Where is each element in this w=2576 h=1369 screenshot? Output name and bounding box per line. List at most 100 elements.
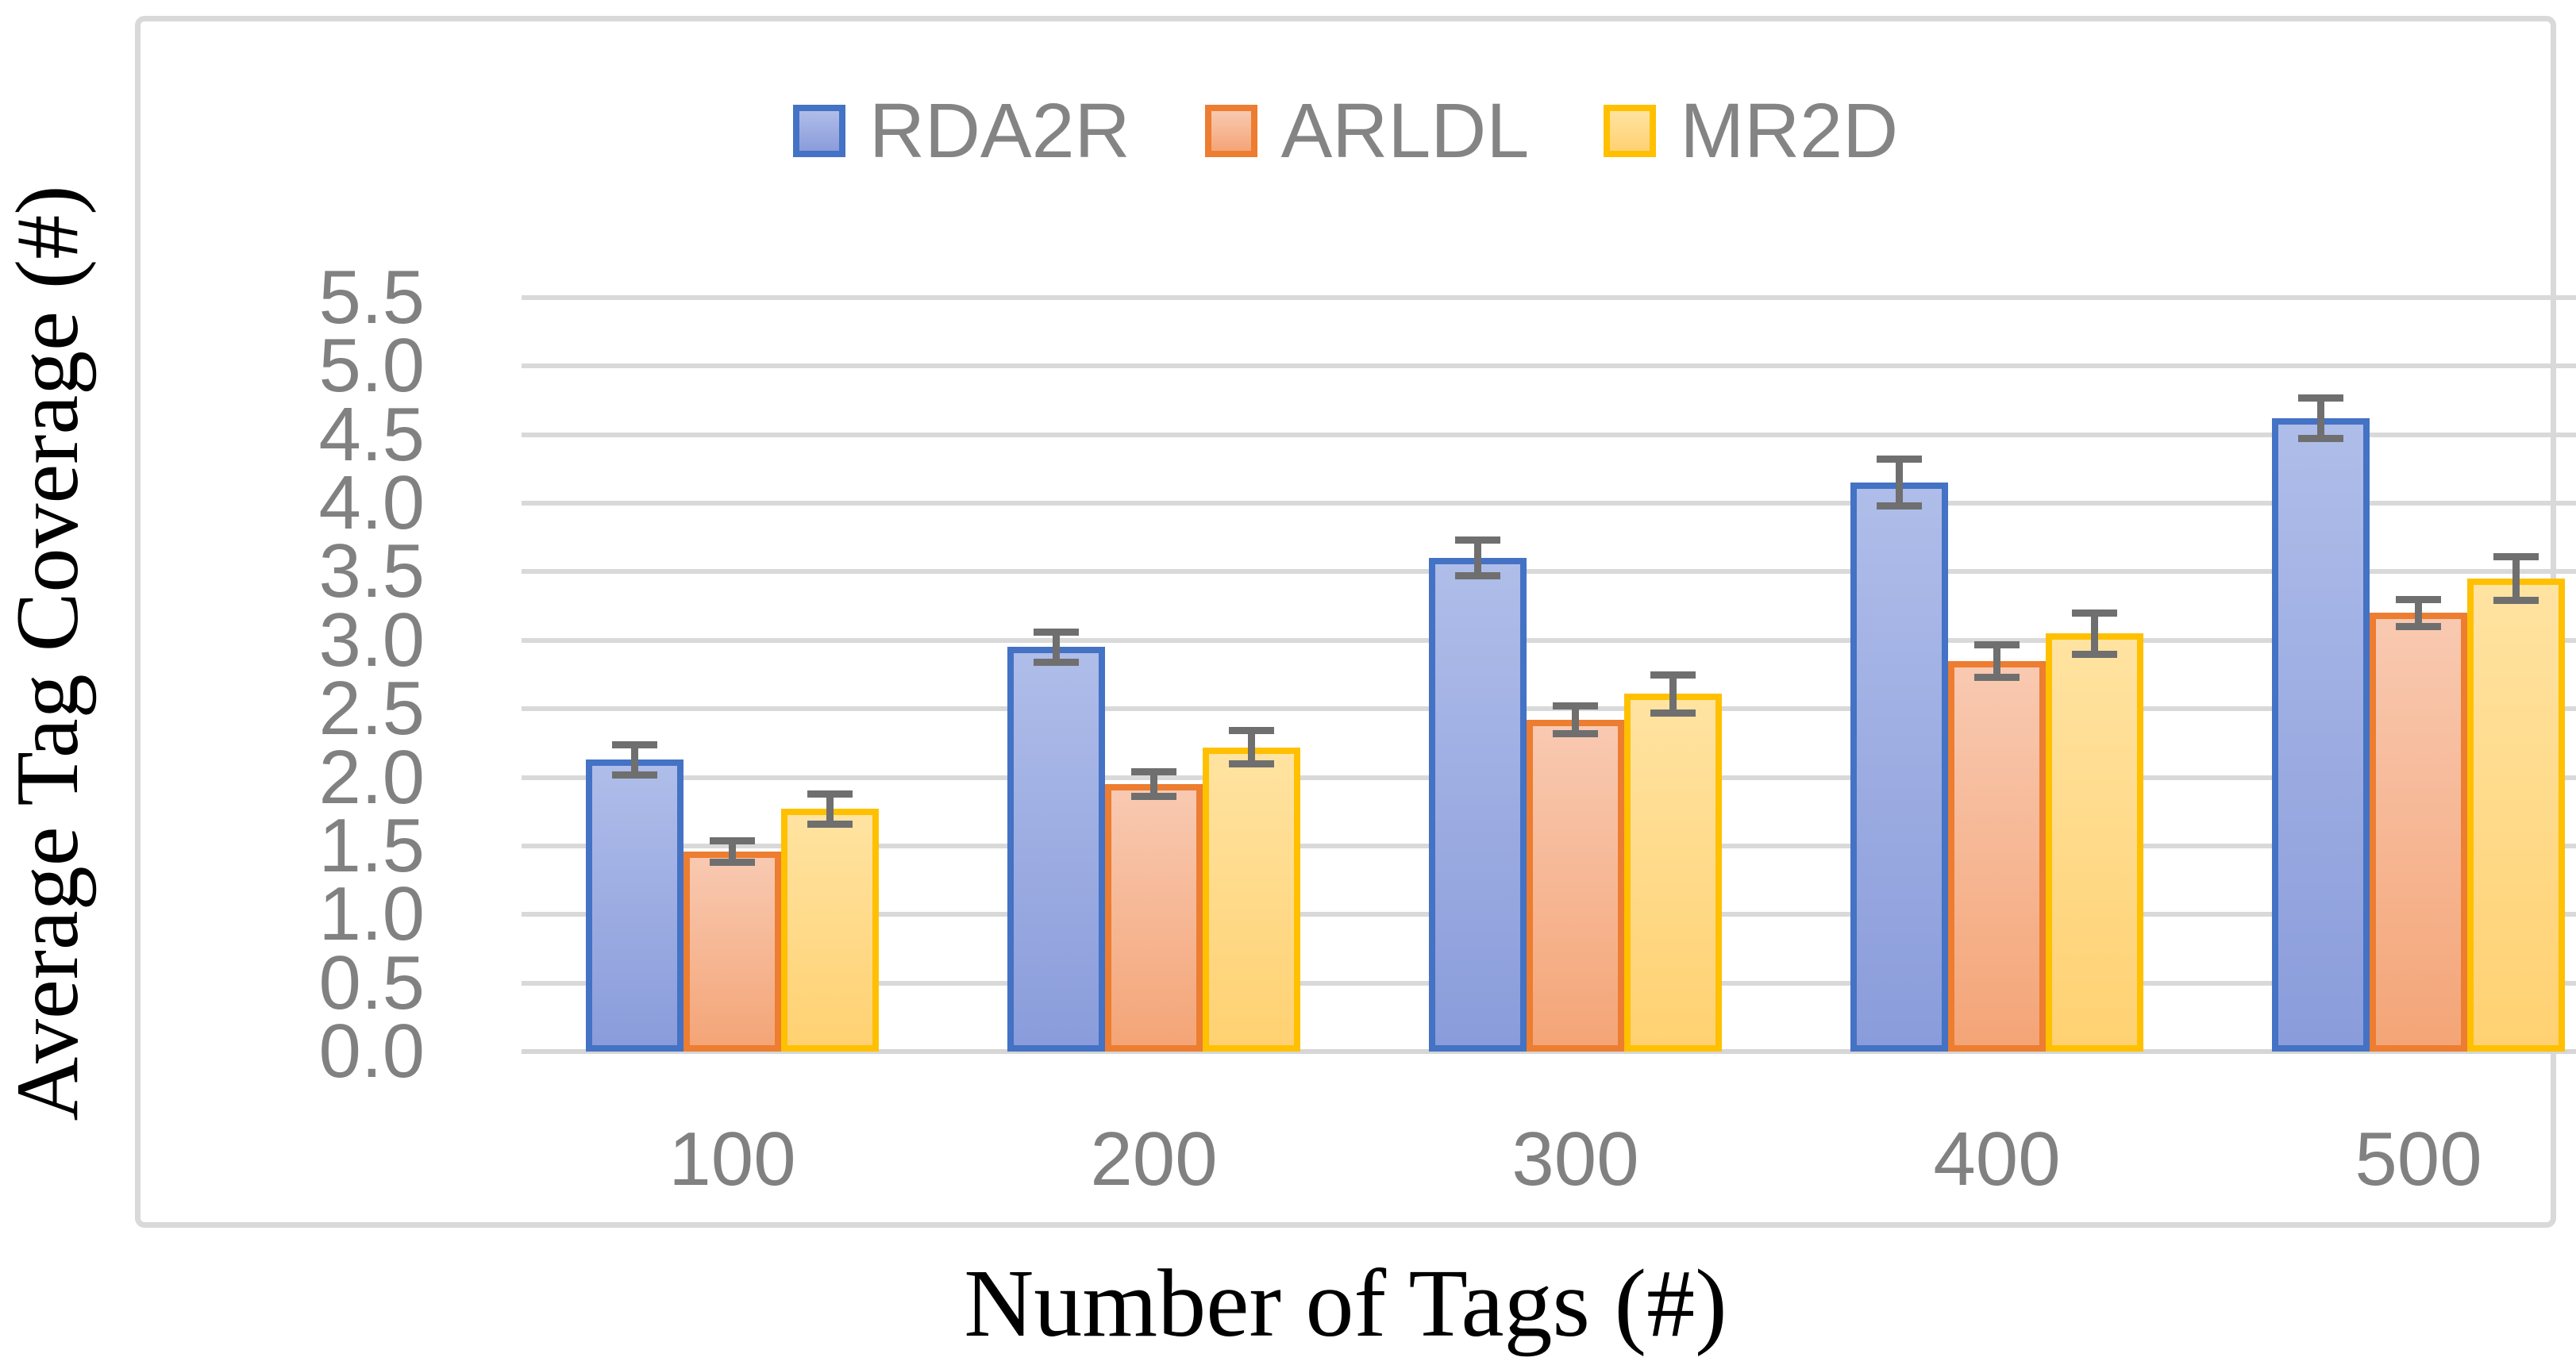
error-bar-cap-bottom	[2072, 650, 2117, 658]
legend-entry-mr2d: MR2D	[1604, 87, 1898, 175]
error-bar-cap-bottom	[1553, 729, 1598, 737]
error-bar	[826, 794, 834, 825]
y-tick-label: 2.0	[318, 734, 425, 820]
bar-arldl-400	[1948, 660, 2046, 1052]
error-bar	[1150, 771, 1157, 797]
x-category-label-300: 300	[1511, 1117, 1639, 1202]
legend-label: RDA2R	[868, 87, 1130, 174]
error-bar-cap-top	[2072, 609, 2117, 617]
y-tick-label: 5.5	[318, 255, 425, 340]
error-bar-cap-bottom	[2396, 623, 2441, 631]
error-bar-cap-top	[612, 740, 657, 748]
error-bar-cap-bottom	[1650, 709, 1696, 717]
y-tick-label: 0.0	[318, 1009, 425, 1094]
error-bar-cap-top	[1455, 536, 1500, 544]
y-gridline	[522, 569, 2576, 575]
error-bar-cap-top	[1131, 768, 1176, 776]
y-tick-label: 2.5	[318, 666, 425, 752]
y-gridline	[522, 637, 2576, 643]
bar-rda2r-300	[1429, 558, 1527, 1052]
error-bar-cap-top	[807, 790, 853, 798]
error-bar-cap-bottom	[2298, 435, 2343, 443]
error-bar-cap-top	[2298, 394, 2343, 402]
error-bar	[631, 744, 638, 775]
x-axis-category-labels: 100 200 300 400 500	[522, 1115, 2576, 1204]
error-bar-cap-bottom	[612, 771, 657, 779]
legend-entry-rda2r: RDA2R	[792, 87, 1130, 175]
legend: RDA2R ARLDL MR2D	[141, 87, 2551, 175]
error-bar	[2091, 613, 2098, 655]
y-tick-label: 3.0	[318, 597, 425, 683]
y-gridline	[522, 706, 2576, 712]
error-bar-cap-bottom	[807, 820, 853, 828]
error-bar	[1993, 644, 2000, 678]
bar-arldl-200	[1105, 784, 1203, 1052]
y-gridline	[522, 295, 2576, 300]
error-bar	[2415, 599, 2422, 627]
error-bar	[1572, 706, 1579, 734]
legend-label: MR2D	[1680, 87, 1899, 174]
y-tick-label: 4.5	[318, 391, 425, 477]
bar-mr2d-300	[1624, 694, 1722, 1052]
error-bar-cap-bottom	[2493, 597, 2539, 605]
bar-mr2d-100	[781, 809, 879, 1052]
y-tick-label: 0.5	[318, 940, 425, 1025]
error-bar-cap-bottom	[1131, 793, 1176, 801]
y-gridline	[522, 501, 2576, 506]
x-category-label-400: 400	[1933, 1117, 2061, 1202]
x-axis-title: Number of Tags (#)	[964, 1250, 1727, 1357]
y-gridline	[522, 432, 2576, 437]
bar-arldl-500	[2370, 613, 2467, 1052]
bar-rda2r-100	[586, 759, 683, 1052]
error-bar-cap-bottom	[1229, 759, 1274, 767]
x-category-label-500: 500	[2355, 1117, 2482, 1202]
x-axis-line	[522, 1049, 2576, 1054]
error-bar-cap-top	[1229, 727, 1274, 735]
error-bar	[2317, 398, 2324, 439]
error-bar	[1053, 632, 1060, 663]
plot-area	[522, 295, 2576, 1054]
legend-marker-mr2d	[1604, 105, 1657, 157]
error-bar-cap-top	[710, 836, 755, 844]
error-bar-cap-bottom	[1455, 572, 1500, 580]
error-bar	[1896, 459, 1903, 506]
y-tick-label: 4.0	[318, 460, 425, 546]
legend-label: ARLDL	[1280, 87, 1530, 174]
legend-entry-arldl: ARLDL	[1204, 87, 1530, 175]
error-bar-cap-top	[1034, 628, 1079, 636]
error-bar-cap-top	[1877, 456, 1922, 463]
y-tick-label: 1.5	[318, 802, 425, 888]
error-bar-cap-top	[2493, 552, 2539, 560]
bar-rda2r-400	[1850, 483, 1948, 1052]
y-tick-label: 1.0	[318, 871, 425, 957]
error-bar	[729, 840, 736, 863]
bar-arldl-100	[683, 851, 781, 1052]
y-tick-label: 5.0	[318, 323, 425, 409]
y-axis-title: Average Tag Coverage (#)	[0, 185, 97, 1121]
legend-marker-rda2r	[792, 105, 845, 157]
y-axis-tick-labels: 0.0 0.5 1.0 1.5 2.0 2.5 3.0 3.5 4.0 4.5 5.0 5.5	[141, 255, 425, 1094]
bar-rda2r-200	[1007, 647, 1105, 1052]
y-gridline	[522, 363, 2576, 369]
bar-arldl-300	[1527, 720, 1624, 1052]
bar-mr2d-200	[1203, 747, 1300, 1052]
x-category-label-100: 100	[668, 1117, 796, 1202]
error-bar-cap-bottom	[1974, 673, 2020, 681]
error-bar-cap-bottom	[1034, 658, 1079, 666]
y-tick-label: 3.5	[318, 529, 425, 614]
error-bar-cap-top	[1974, 640, 2020, 648]
bar-rda2r-500	[2272, 418, 2370, 1052]
error-bar-cap-top	[2396, 595, 2441, 603]
error-bar-cap-top	[1650, 671, 1696, 679]
error-bar	[1474, 540, 1481, 576]
chart-panel: RDA2R ARLDL MR2D 0.0 0.5 1.0 1.5 2.0 2.5 3.0 3.5 4…	[135, 16, 2576, 1228]
error-bar-cap-bottom	[710, 859, 755, 867]
error-bar	[2512, 556, 2520, 601]
error-bar	[1669, 675, 1677, 713]
error-bar	[1248, 730, 1255, 764]
bar-mr2d-500	[2467, 579, 2565, 1052]
bar-mr2d-400	[2046, 633, 2143, 1052]
x-category-label-200: 200	[1090, 1117, 1218, 1202]
legend-marker-arldl	[1204, 105, 1257, 157]
